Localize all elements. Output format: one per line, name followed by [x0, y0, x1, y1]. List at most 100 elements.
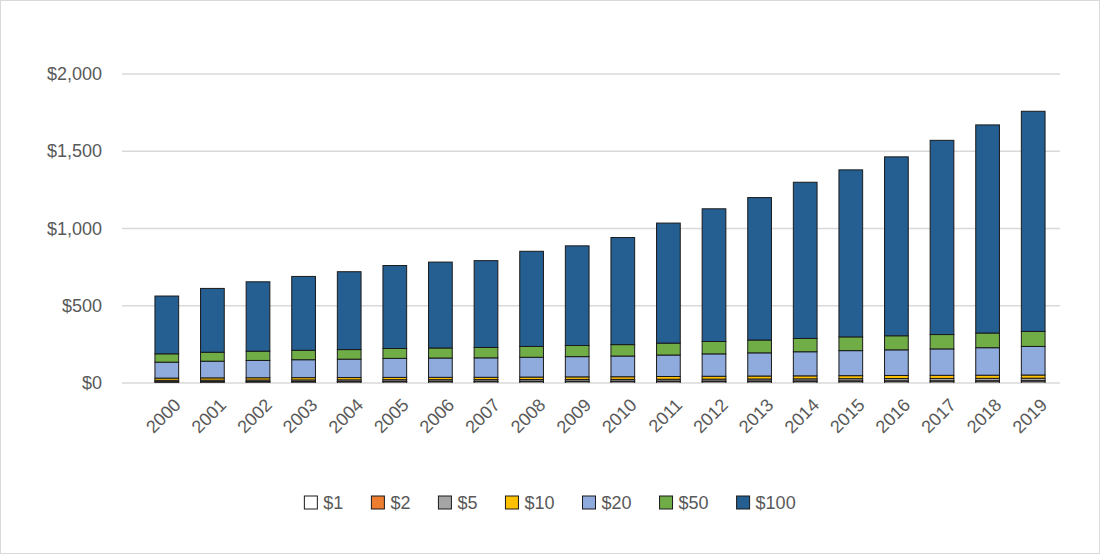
legend-swatch: [371, 496, 384, 509]
legend-item: $20: [583, 493, 632, 513]
legend-item: $2: [371, 493, 410, 513]
bar-segment: [748, 198, 772, 340]
bar-segment: [155, 296, 179, 354]
bar-segment: [429, 358, 453, 377]
bar-segment: [976, 125, 1000, 333]
bar-segment: [839, 337, 863, 351]
bar-segment: [565, 381, 589, 383]
bar-segment: [201, 381, 225, 382]
bar-segment: [520, 357, 544, 377]
legend-swatch: [737, 496, 750, 509]
bar-segment: [520, 346, 544, 357]
bar-segment: [839, 351, 863, 376]
grid-line: [122, 228, 1060, 230]
bar-segment: [520, 251, 544, 346]
bar-segment: [246, 381, 270, 382]
legend-item: $50: [660, 493, 709, 513]
bar-segment: [429, 348, 453, 358]
bar-segment: [885, 350, 909, 376]
x-tick-label: 2001: [188, 395, 230, 437]
x-tick-label: 2007: [461, 395, 503, 437]
bar-segment: [748, 381, 772, 383]
legend-label: $1: [323, 493, 343, 513]
x-tick-label: 2008: [507, 395, 549, 437]
x-tick-label: 2005: [370, 395, 412, 437]
y-tick-label: $500: [62, 296, 102, 316]
legend-item: $10: [505, 493, 554, 513]
bar-segment: [1021, 381, 1045, 383]
x-tick-label: 2019: [1009, 395, 1051, 437]
bar-segment: [657, 223, 681, 343]
bar-segment: [246, 282, 270, 351]
bar-segment: [793, 338, 817, 351]
chart-border: [1, 1, 1100, 554]
bar-segment: [885, 381, 909, 383]
legend-item: $1: [304, 493, 343, 513]
x-tick-label: 2003: [279, 395, 321, 437]
bar-segment: [702, 381, 726, 383]
bar-segment: [337, 350, 361, 360]
legend-label: $2: [390, 493, 410, 513]
bar-segment: [474, 261, 498, 348]
bar-segment: [657, 355, 681, 376]
bar-segment: [702, 354, 726, 376]
bar-segment: [337, 359, 361, 377]
legend-label: $100: [756, 493, 796, 513]
legend-swatch: [660, 496, 673, 509]
bar-segment: [839, 170, 863, 337]
x-tick-label: 2004: [325, 395, 367, 437]
chart: $0$500$1,000$1,500$2,0002000200120022003…: [0, 0, 1100, 554]
bar-segment: [885, 157, 909, 336]
bar-segment: [201, 361, 225, 378]
bar-segment: [793, 352, 817, 376]
bar-segment: [930, 349, 954, 375]
bar-segment: [565, 357, 589, 377]
legend-swatch: [304, 496, 317, 509]
bar-segment: [201, 288, 225, 352]
bar-segment: [292, 276, 316, 350]
bar-segment: [611, 345, 635, 356]
bar-segment: [1021, 346, 1045, 375]
y-tick-label: $2,000: [47, 64, 102, 84]
bar-segment: [246, 360, 270, 377]
bar-segment: [474, 347, 498, 357]
bar-segment: [155, 362, 179, 378]
bar-segment: [793, 381, 817, 383]
bar-segment: [657, 343, 681, 355]
x-tick-label: 2018: [963, 395, 1005, 437]
legend-label: $20: [602, 493, 632, 513]
bar-segment: [1021, 331, 1045, 346]
legend-item: $100: [737, 493, 796, 513]
bar-segment: [976, 381, 1000, 383]
legend-swatch: [505, 496, 518, 509]
bar-segment: [155, 381, 179, 382]
bar-segment: [793, 182, 817, 338]
bar-segment: [748, 340, 772, 353]
bar-segment: [201, 352, 225, 361]
bar-segment: [429, 262, 453, 348]
x-tick-label: 2000: [142, 395, 184, 437]
legend-swatch: [583, 496, 596, 509]
bar-segment: [976, 333, 1000, 348]
bar-segment: [565, 246, 589, 346]
bar-segment: [930, 335, 954, 349]
bar-segment: [839, 381, 863, 383]
x-tick-label: 2009: [553, 395, 595, 437]
bar-segment: [246, 351, 270, 360]
bar-segment: [611, 356, 635, 377]
bar-segment: [520, 381, 544, 383]
x-tick-label: 2013: [735, 395, 777, 437]
x-tick-label: 2011: [645, 395, 687, 437]
bar-segment: [611, 238, 635, 345]
x-tick-label: 2014: [781, 395, 823, 437]
bar-segment: [383, 266, 407, 349]
bars: [155, 111, 1045, 383]
bar-segment: [155, 354, 179, 362]
legend-label: $50: [679, 493, 709, 513]
x-tick-label: 2015: [826, 395, 868, 437]
bar-segment: [930, 381, 954, 383]
bar-segment: [1021, 111, 1045, 331]
x-tick-label: 2006: [416, 395, 458, 437]
legend-item: $5: [438, 493, 477, 513]
bar-segment: [292, 360, 316, 378]
